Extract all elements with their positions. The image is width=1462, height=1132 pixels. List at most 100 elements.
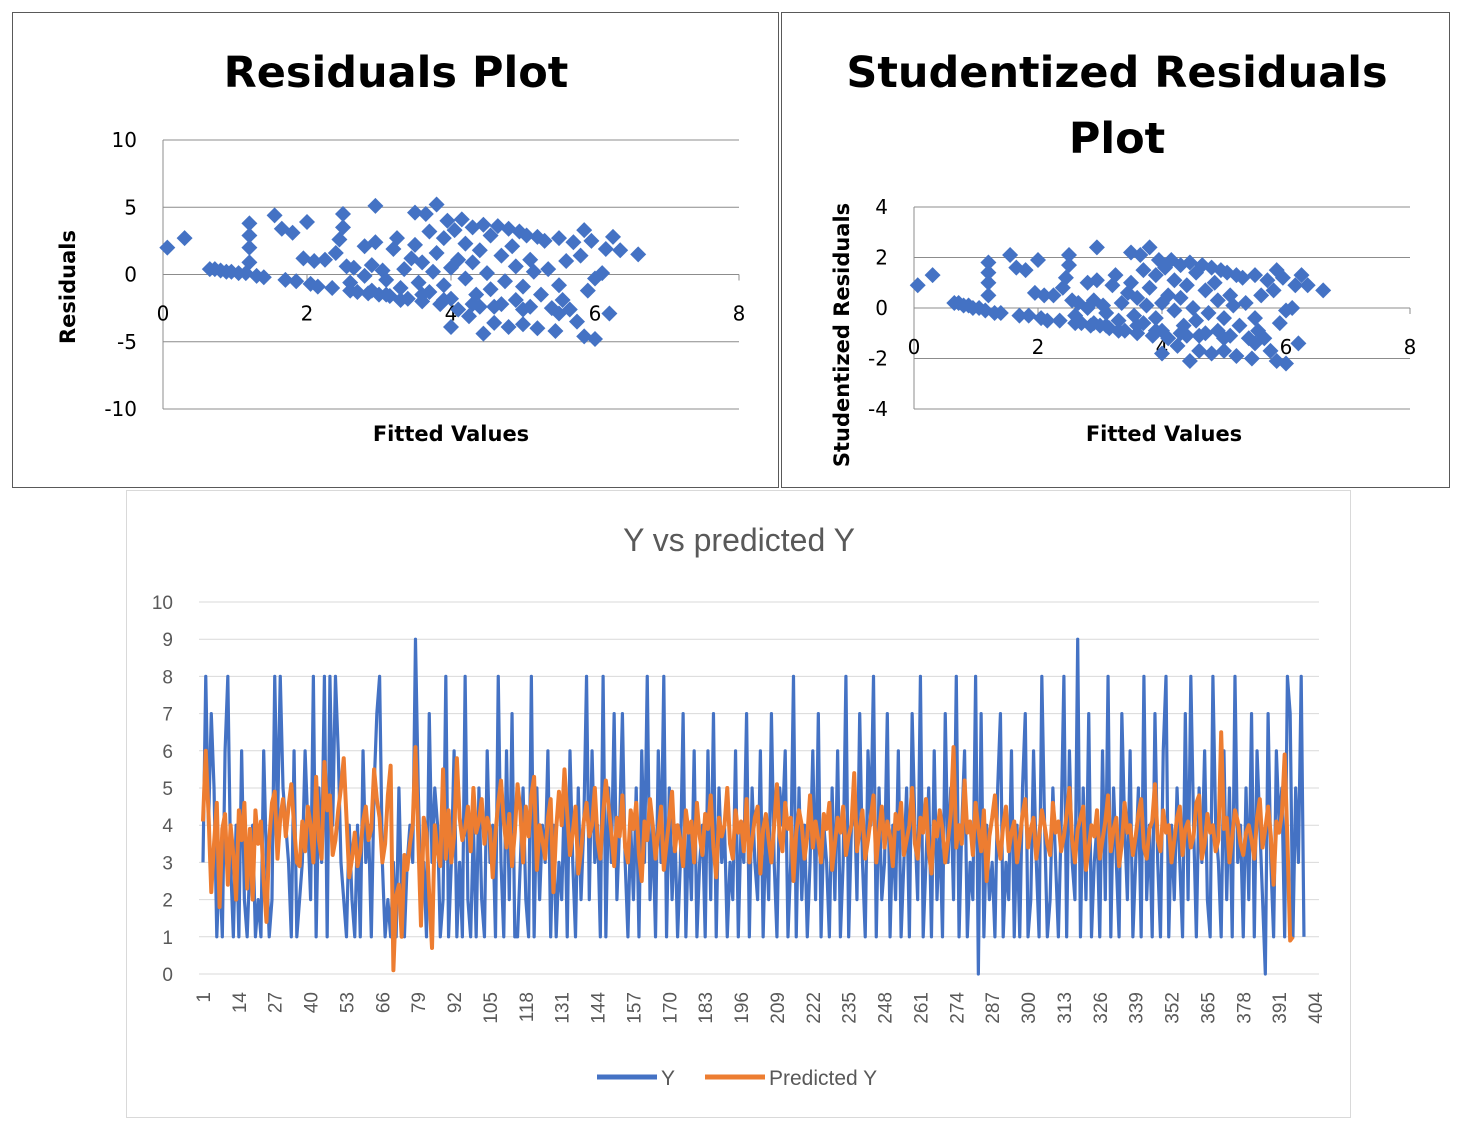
studentized-point (1135, 262, 1152, 279)
y-vs-predicted-x-tick-label: 14 (230, 992, 251, 1014)
residuals-point (396, 261, 413, 278)
residuals-point (475, 216, 492, 233)
studentized-plot-ylabel: Studentized Residuals (830, 203, 854, 467)
studentized-x-tick-label: 0 (908, 335, 921, 359)
studentized-point (1011, 307, 1028, 324)
studentized-point (1234, 269, 1251, 286)
studentized-point (1141, 279, 1158, 296)
residuals-point (363, 257, 380, 274)
residuals-point (392, 292, 409, 309)
residuals-y-tick-label: -10 (104, 397, 137, 421)
residuals-point (522, 251, 539, 268)
residuals-point (450, 301, 467, 318)
residuals-point (327, 244, 344, 261)
residuals-point (277, 271, 294, 288)
y-vs-predicted-x-tick-label: 378 (1234, 992, 1255, 1024)
residuals-point (493, 247, 510, 264)
y-vs-predicted-x-tick-label: 92 (445, 992, 466, 1013)
studentized-point (1191, 327, 1208, 344)
studentized-point (1259, 272, 1276, 289)
studentized-plot-title-line1: Studentized Residuals (846, 48, 1387, 98)
residuals-point (587, 331, 603, 348)
residuals-point (453, 211, 470, 228)
residuals-point (605, 228, 621, 245)
residuals-point (335, 219, 351, 236)
residuals-point (349, 283, 366, 300)
studentized-point (1225, 297, 1242, 314)
studentized-point (980, 274, 997, 291)
studentized-point (1061, 257, 1077, 274)
residuals-point (500, 318, 517, 335)
residuals-point (457, 270, 474, 287)
residuals-x-tick-label: 0 (157, 302, 170, 326)
y-vs-predicted-x-tick-label: 118 (517, 992, 538, 1022)
residuals-point (504, 238, 521, 255)
studentized-point (1315, 282, 1332, 299)
legend-predicted-label: Predicted Y (769, 1067, 877, 1090)
residuals-point (482, 227, 499, 244)
studentized-point (1141, 239, 1158, 256)
residuals-point (515, 316, 531, 333)
studentized-point (1216, 330, 1232, 347)
y-vs-predicted-x-tick-label: 313 (1055, 992, 1076, 1024)
residuals-point (421, 223, 438, 240)
residuals-point (486, 314, 503, 331)
studentized-point (1265, 282, 1282, 299)
y-vs-predicted-y-tick-label: 6 (162, 742, 173, 763)
studentized-point (1036, 287, 1053, 304)
residuals-point (428, 196, 445, 213)
y-vs-predicted-title: Y vs predicted Y (623, 522, 855, 558)
studentized-point (1166, 302, 1183, 319)
y-vs-predicted-x-tick-label: 365 (1198, 992, 1219, 1024)
studentized-point (1178, 277, 1195, 294)
y-vs-predicted-x-tick-label: 157 (624, 992, 645, 1024)
residuals-point (335, 205, 351, 222)
studentized-point (1194, 257, 1211, 274)
residuals-point (266, 207, 283, 224)
y-vs-predicted-y-tick-label: 5 (162, 779, 173, 800)
studentized-residuals-plot-panel: Studentized Residuals Plot Fitted Values… (781, 12, 1450, 488)
residuals-point (317, 251, 333, 268)
studentized-point (1110, 322, 1127, 339)
residuals-point (324, 279, 341, 296)
y-vs-predicted-x-tick-label: 66 (373, 992, 394, 1013)
residuals-point (579, 282, 596, 299)
residuals-point (410, 274, 427, 291)
studentized-point (1088, 239, 1105, 256)
residuals-point (554, 292, 571, 309)
y-vs-predicted-y-tick-label: 9 (162, 630, 173, 651)
residuals-point (482, 281, 499, 298)
residuals-point (159, 239, 176, 256)
residuals-point (497, 273, 513, 290)
studentized-point (1039, 312, 1056, 329)
studentized-point (1104, 277, 1121, 294)
residuals-point (601, 305, 618, 322)
studentized-point (1166, 272, 1183, 289)
residuals-y-tick-label: 5 (124, 195, 137, 219)
studentized-point (909, 277, 926, 294)
studentized-point (1181, 353, 1198, 370)
predicted-y-series-line (201, 730, 1295, 973)
studentized-point (1129, 317, 1146, 334)
residuals-point (540, 261, 557, 278)
y-vs-predicted-x-tick-label: 27 (266, 992, 287, 1013)
residuals-point (464, 219, 481, 236)
residuals-x-tick-label: 8 (733, 302, 746, 326)
studentized-point (1132, 246, 1149, 263)
y-vs-predicted-x-tick-label: 352 (1163, 992, 1184, 1024)
studentized-y-tick-label: -2 (868, 347, 888, 371)
studentized-point (1057, 269, 1074, 286)
y-vs-predicted-x-tick-label: 131 (553, 992, 574, 1024)
studentized-point (1188, 312, 1205, 329)
y-vs-predicted-y-tick-label: 1 (162, 928, 173, 949)
studentized-point (1216, 310, 1232, 327)
residuals-point (569, 313, 585, 330)
y-vs-predicted-y-tick-label: 3 (162, 853, 173, 874)
studentized-y-tick-label: -4 (868, 397, 888, 421)
y-vs-predicted-x-tick-label: 170 (660, 992, 681, 1024)
residuals-point (367, 234, 384, 251)
y-vs-predicted-panel: Y vs predicted Y 10 9 8 7 6 5 4 3 2 1 0 1 14 27 40 53 66… (126, 490, 1351, 1118)
residuals-point (576, 328, 593, 345)
y-vs-predicted-y-tick-label: 10 (152, 593, 173, 614)
y-vs-predicted-y-tick-label: 0 (162, 965, 173, 986)
